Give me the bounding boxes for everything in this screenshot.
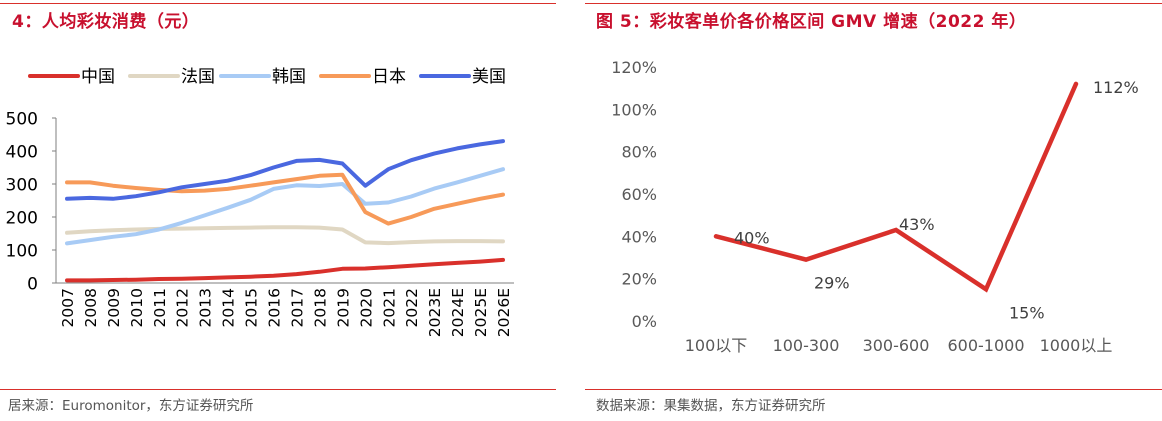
right-y-tick-label: 60% — [621, 185, 657, 204]
left-x-tick-label: 2009 — [105, 288, 123, 327]
left-chart-panel: 4：人均彩妆消费（元） 500 400 300 200 100 0 2007 2008 2009… — [0, 0, 556, 421]
left-y-tick-label: 300 — [6, 176, 38, 196]
left-series-line — [65, 225, 505, 246]
left-source-note: 居来源：Euromonitor，东方证券研究所 — [8, 398, 254, 414]
right-series-line — [713, 81, 1079, 293]
right-data-label: 15% — [1009, 303, 1045, 322]
left-x-tick-label: 2007 — [59, 288, 77, 327]
right-bottom-rule — [585, 389, 1162, 390]
left-x-tick-label: 2025E — [472, 288, 490, 337]
left-series-line — [65, 257, 505, 283]
left-x-tick-label: 2016 — [266, 288, 284, 327]
left-x-tick-label: 2024E — [449, 288, 467, 337]
left-legend-label: 中国 — [81, 67, 115, 87]
right-data-label: 29% — [814, 274, 850, 293]
left-x-tick-label: 2014 — [220, 288, 238, 327]
left-y-tick-label: 0 — [27, 275, 38, 295]
right-y-tick-label: 0% — [632, 312, 657, 331]
right-x-tick-label: 600-1000 — [947, 336, 1024, 355]
left-legend-label: 美国 — [472, 67, 506, 87]
left-top-rule — [0, 3, 556, 4]
right-y-tick-label: 100% — [611, 100, 657, 119]
left-x-tick-label: 2023E — [426, 288, 444, 337]
left-x-tick-label: 2020 — [357, 288, 375, 327]
left-x-tick-label: 2019 — [334, 288, 352, 327]
left-line-chart: 500 400 300 200 100 0 2007 2008 2009 2010 2011 2012… — [6, 67, 514, 337]
left-bottom-rule — [0, 389, 556, 390]
left-y-tick-label: 500 — [6, 110, 38, 130]
left-y-tick-label: 100 — [6, 242, 38, 262]
right-y-tick-label: 40% — [621, 227, 657, 246]
left-y-tick-label: 400 — [6, 143, 38, 163]
right-x-tick-label: 100以下 — [685, 336, 748, 355]
right-chart-panel: 图 5：彩妆客单价各价格区间 GMV 增速（2022 年） 120% 100% 80… — [585, 0, 1162, 421]
right-top-rule — [585, 3, 1162, 4]
left-series-line — [65, 172, 505, 226]
left-legend-label: 法国 — [181, 67, 215, 87]
left-x-tick-label: 2011 — [151, 288, 169, 327]
right-x-tick-label: 100-300 — [773, 336, 840, 355]
right-source-note: 数据来源：果集数据，东方证券研究所 — [596, 398, 826, 414]
right-data-label: 112% — [1093, 78, 1139, 97]
left-y-tick-label: 200 — [6, 209, 38, 229]
left-x-tick-label: 2017 — [288, 288, 306, 327]
right-x-tick-label: 300-600 — [863, 336, 930, 355]
right-x-tick-label: 1000以上 — [1040, 336, 1113, 355]
right-data-label: 43% — [899, 215, 935, 234]
right-y-tick-label: 20% — [621, 270, 657, 289]
left-x-tick-label: 2018 — [311, 288, 329, 327]
left-x-tick-label: 2008 — [82, 288, 100, 327]
left-legend-label: 日本 — [372, 67, 406, 87]
right-chart-title: 图 5：彩妆客单价各价格区间 GMV 增速（2022 年） — [596, 12, 1027, 32]
right-data-label: 40% — [734, 228, 770, 247]
left-chart-title: 4：人均彩妆消费（元） — [12, 12, 200, 32]
left-x-tick-label: 2012 — [174, 288, 192, 327]
right-y-tick-label: 120% — [611, 58, 657, 77]
left-series-line — [65, 167, 505, 246]
right-line-chart: 120% 100% 80% 60% 40% 20% 0% 100以下 100-300 300-60… — [611, 58, 1139, 355]
left-x-tick-label: 2022 — [403, 288, 421, 327]
left-x-tick-label: 2013 — [197, 288, 215, 327]
left-series-line — [65, 139, 505, 201]
right-y-tick-label: 80% — [621, 143, 657, 162]
left-x-tick-label: 2026E — [495, 288, 513, 337]
left-x-tick-label: 2010 — [128, 288, 146, 327]
left-x-tick-label: 2021 — [380, 288, 398, 327]
left-legend-label: 韩国 — [272, 67, 306, 87]
left-x-tick-label: 2015 — [243, 288, 261, 327]
